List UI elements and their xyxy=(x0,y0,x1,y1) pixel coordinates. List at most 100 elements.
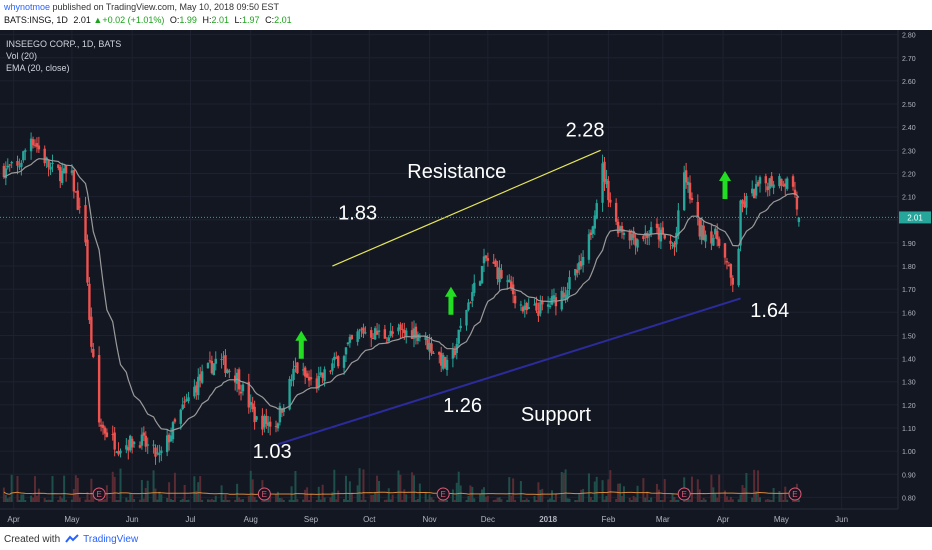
x-axis[interactable]: Apr May Jun Jul Aug Sep Oct Nov Dec 2018 Feb Mar Apr… xyxy=(7,515,848,524)
volume-bar xyxy=(595,476,598,502)
candle-body xyxy=(739,200,742,246)
candle-body xyxy=(723,243,727,258)
volume-bar xyxy=(119,468,122,502)
x-tick-label: Oct xyxy=(363,515,376,524)
candle-body xyxy=(756,181,760,186)
volume-bar xyxy=(146,480,149,502)
candle-body xyxy=(78,206,81,208)
candle-body xyxy=(424,336,427,340)
volume-bar xyxy=(525,498,528,502)
candle-body xyxy=(795,196,799,210)
volume-bar xyxy=(411,472,414,502)
candle-body xyxy=(533,304,536,306)
volume-bar xyxy=(498,497,501,502)
ohlc-line: BATS:INSG, 1D 2.01 ▲+0.02 (+1.01%) O:1.9… xyxy=(4,15,292,25)
volume-bar xyxy=(8,496,11,502)
symbol-label[interactable]: BATS:INSG, 1D xyxy=(4,15,68,25)
y-tick-label: 1.00 xyxy=(902,449,916,456)
volume-bar xyxy=(560,472,563,502)
volume-bar xyxy=(249,470,252,502)
candle-body xyxy=(247,381,250,408)
candle-body xyxy=(498,268,501,283)
candle-body xyxy=(70,170,74,173)
candle-body xyxy=(484,255,488,259)
volume-bar xyxy=(214,495,217,502)
volume-bar xyxy=(690,476,693,502)
volume-bar xyxy=(479,493,482,502)
volume-bar xyxy=(591,499,594,502)
volume-bar xyxy=(193,476,196,502)
candle-body xyxy=(119,450,122,454)
candle-body xyxy=(302,369,305,371)
candle-body xyxy=(459,325,462,329)
volume-bar xyxy=(401,499,404,502)
last-price: 2.01 xyxy=(73,15,91,25)
volume-bar xyxy=(710,474,713,502)
volume-bar xyxy=(378,480,381,502)
volume-bar xyxy=(702,498,705,502)
volume-bar xyxy=(374,491,377,502)
candle-body xyxy=(537,311,540,316)
volume-bar xyxy=(4,494,7,502)
tradingview-link[interactable]: TradingView xyxy=(83,533,139,545)
candle-body xyxy=(793,189,797,195)
candle-body xyxy=(605,178,608,185)
volume-bar xyxy=(673,497,676,502)
volume-bar xyxy=(632,496,635,502)
candle-body xyxy=(31,139,35,146)
volume-bar xyxy=(179,499,182,502)
high-label: H: xyxy=(202,15,212,25)
candle-body xyxy=(206,362,210,369)
close-value: 2.01 xyxy=(274,15,292,25)
candle-body xyxy=(467,302,470,311)
candle-body xyxy=(228,370,231,373)
x-tick-label: Aug xyxy=(244,515,258,524)
volume-bar xyxy=(47,499,50,502)
candle-body xyxy=(239,391,243,394)
candle-body xyxy=(525,302,528,311)
volume-bar xyxy=(240,499,243,502)
volume-bar xyxy=(20,494,23,502)
resistance-label: Resistance xyxy=(407,161,506,183)
candle-body xyxy=(167,434,171,443)
candle-body xyxy=(786,178,789,189)
volume-bar xyxy=(519,480,522,502)
resistance-line[interactable] xyxy=(332,149,601,267)
candle-body xyxy=(743,201,746,208)
candle-body xyxy=(321,372,324,378)
volume-bar xyxy=(671,493,674,502)
volume-bar xyxy=(33,476,36,502)
candle-body xyxy=(546,304,550,307)
volume-bar xyxy=(309,494,312,502)
volume-bar xyxy=(482,487,485,502)
volume-bar xyxy=(648,499,651,502)
candle-body xyxy=(307,376,311,381)
volume-bar xyxy=(255,499,258,502)
y-tick-label: 1.50 xyxy=(902,333,916,340)
candle-body xyxy=(290,379,293,382)
candle-body xyxy=(620,225,624,233)
candle-body xyxy=(630,233,633,241)
last-price-marker xyxy=(899,211,931,224)
candle-body xyxy=(410,330,414,339)
volume-bar xyxy=(251,479,254,502)
volume-bar xyxy=(432,499,435,502)
volume-bar xyxy=(564,469,567,502)
volume-bar xyxy=(37,488,40,502)
volume-bar xyxy=(562,472,565,502)
author-link[interactable]: whynotmoe xyxy=(4,2,51,12)
candle-body xyxy=(548,306,552,308)
y-axis[interactable]: 2.802.702.602.502.402.302.202.102.001.90… xyxy=(902,33,916,503)
candle-body xyxy=(373,328,377,340)
volume-bar xyxy=(346,499,349,502)
candle-body xyxy=(465,309,468,326)
volume-bar xyxy=(496,497,499,502)
volume-bar xyxy=(43,498,46,502)
candle-body xyxy=(576,269,579,273)
price-label-126: 1.26 xyxy=(443,395,482,417)
volume-bar xyxy=(521,499,524,502)
volume-bar xyxy=(129,492,132,502)
support-line[interactable] xyxy=(277,297,741,446)
volume-bar xyxy=(457,471,460,502)
